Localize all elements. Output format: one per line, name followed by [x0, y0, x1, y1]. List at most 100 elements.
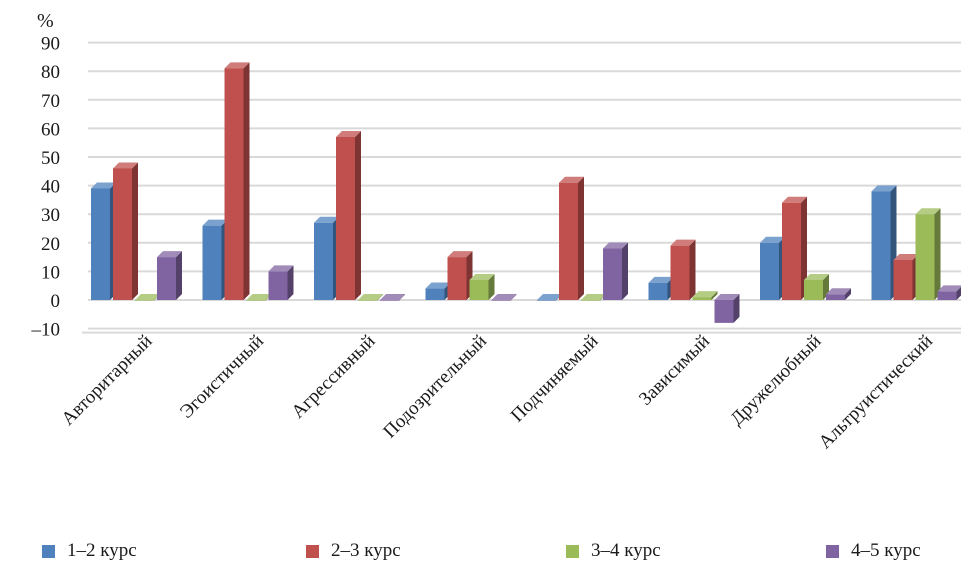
bar-top [915, 208, 941, 215]
y-tick-label: 80 [41, 62, 60, 83]
legend-label: 2–3 курс [331, 540, 401, 561]
bar-front [135, 300, 154, 301]
bar-top [358, 294, 383, 300]
bar-front [336, 136, 355, 300]
bar-top [782, 196, 807, 203]
bar [714, 294, 740, 323]
bar [157, 251, 182, 300]
bar-front [714, 300, 734, 323]
bar [826, 288, 851, 300]
bar-top [380, 294, 405, 300]
bar-side [711, 291, 718, 300]
bar-top [469, 273, 495, 280]
legend-label: 3–4 курс [591, 540, 661, 561]
bar [760, 236, 785, 300]
y-tick-label: 70 [41, 91, 60, 112]
bar [336, 130, 361, 300]
bar-front [224, 68, 244, 300]
bar-front [804, 279, 823, 300]
bar-front [782, 202, 801, 300]
bar-top [559, 176, 584, 183]
bar-front [113, 168, 132, 300]
bar-side [287, 265, 294, 300]
bar-front [314, 222, 333, 300]
bar-top [692, 291, 718, 298]
bar-top [826, 288, 851, 295]
bar-top [491, 294, 517, 300]
bar [937, 285, 961, 300]
bar-top [937, 285, 961, 292]
category-label: Подчиняемый [507, 331, 603, 427]
y-tick-label: 10 [41, 262, 60, 283]
bar-side [243, 62, 250, 301]
bar-front [537, 300, 556, 301]
bar [91, 182, 116, 300]
bar-side [622, 242, 628, 300]
legend-swatch [306, 544, 319, 558]
y-tick-label: 20 [41, 234, 60, 255]
y-tick-label: 50 [41, 148, 60, 169]
bar [314, 216, 339, 300]
bar-top [804, 273, 829, 280]
bar [670, 239, 696, 300]
bar-top [648, 276, 674, 283]
bar-side [132, 162, 138, 300]
bar-top [246, 294, 272, 300]
bar-top [581, 294, 606, 300]
bar-side [733, 294, 740, 323]
bar-front [915, 214, 935, 300]
bar-front [469, 279, 489, 300]
bar-top [871, 185, 897, 192]
bar-top [447, 251, 473, 258]
bar [804, 273, 829, 300]
legend-label: 4–5 курс [851, 540, 921, 561]
bar-front [826, 294, 845, 300]
category-label: Зависимый [635, 331, 714, 410]
y-tick-label: 90 [41, 34, 60, 55]
bar-top [113, 162, 138, 169]
legend-item: 2–3 курс [306, 536, 401, 566]
bar-side [488, 273, 495, 300]
bar-top [714, 294, 740, 300]
legend: 1–2 курс 2–3 курс 3–4 курс 4–5 курс [0, 536, 961, 566]
legend-label: 1–2 курс [67, 540, 137, 561]
bar-top [603, 242, 628, 249]
legend-item: 3–4 курс [566, 536, 661, 566]
bar-front [937, 291, 957, 300]
bar-side [689, 239, 696, 300]
bar-side [377, 294, 383, 301]
bar [893, 253, 919, 300]
category-label: Дружелюбный [726, 331, 825, 430]
bar [380, 294, 405, 301]
bar [559, 176, 584, 300]
bar-side [934, 208, 941, 300]
bar-top [893, 253, 919, 260]
bar-top [314, 216, 339, 223]
bar-front [380, 300, 399, 301]
bar-front [871, 191, 891, 300]
legend-item: 4–5 курс [826, 536, 921, 566]
bar-front [603, 248, 622, 300]
bar [648, 276, 674, 300]
bar-front [692, 297, 712, 300]
bar-top [336, 130, 361, 137]
bar-front [760, 242, 779, 300]
category-label: Эгоистичный [176, 331, 268, 423]
bar [469, 273, 495, 300]
bar-top [135, 294, 160, 300]
bar [268, 265, 294, 300]
bar-top [670, 239, 696, 246]
bar-top [224, 62, 250, 69]
legend-swatch [42, 544, 55, 558]
bar-side [510, 294, 517, 301]
bar-top [268, 265, 294, 272]
category-label: Подозрительный [379, 331, 491, 443]
bar [491, 294, 517, 301]
legend-swatch [826, 544, 839, 558]
bar [202, 219, 228, 300]
bar [603, 242, 628, 300]
bar [447, 251, 473, 300]
bar-front [202, 225, 222, 300]
legend-swatch [566, 544, 579, 558]
y-tick-label: 60 [41, 119, 60, 140]
